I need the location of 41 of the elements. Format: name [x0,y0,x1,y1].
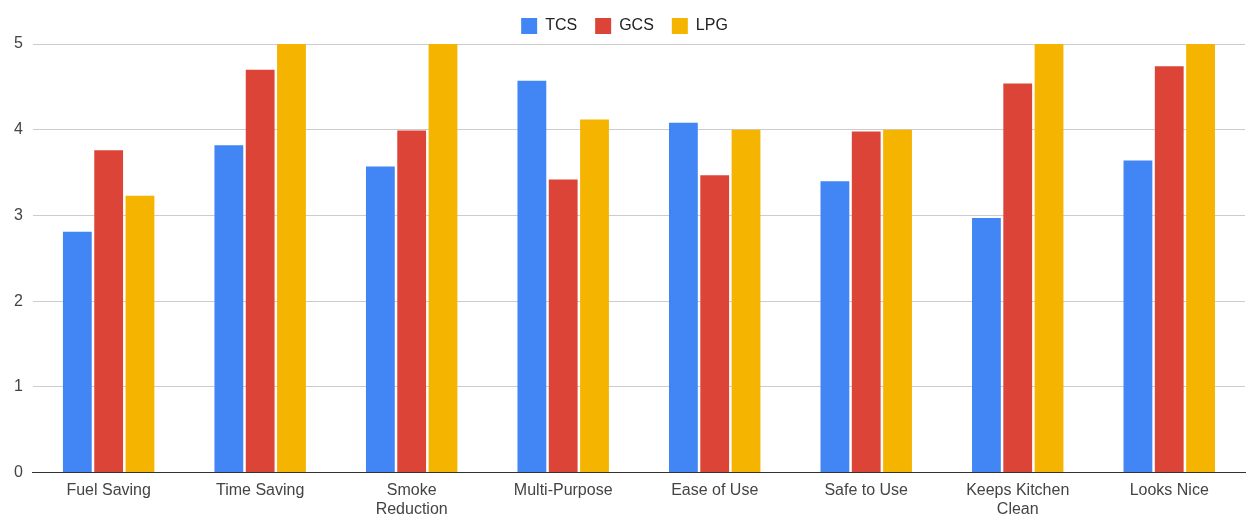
bar [517,80,547,473]
x-tick-label: Safe to Use [824,480,909,498]
bar [851,131,881,473]
legend-label: LPG [695,16,728,34]
x-tick-label: Fuel Saving [66,480,151,498]
bar [1003,83,1033,473]
bar [62,231,92,473]
bar [1154,66,1184,473]
y-tick-label: 4 [13,120,23,138]
bar [668,122,698,473]
bar [1186,44,1215,473]
bar [94,150,124,473]
bar [245,69,275,473]
y-tick-label: 0 [13,463,23,481]
x-tick-label: Smoke Reduction [375,480,448,517]
x-tick-label: Ease of Use [671,480,759,498]
bar [277,44,306,473]
bar [397,130,427,473]
bar [214,145,244,473]
bar [700,175,730,473]
bar [548,179,578,473]
bar [883,129,912,473]
bar [428,44,458,473]
bar [125,195,155,473]
bar [365,166,395,473]
bar [972,218,1001,473]
legend-label: TCS [545,16,578,34]
y-tick-label: 5 [13,34,23,52]
y-tick-label: 3 [13,205,23,223]
x-tick-label: Time Saving [216,480,305,498]
y-tick-label: 1 [13,377,23,395]
bar [1123,160,1153,473]
bar [731,129,761,473]
bar [1034,44,1064,473]
x-tick-label: Looks Nice [1129,480,1209,498]
x-tick-label: Keeps Kitchen Clean [966,480,1070,517]
y-tick-label: 2 [13,291,23,309]
bar [820,181,850,473]
x-tick-label: Multi-Purpose [513,480,613,498]
bar [580,119,609,473]
legend-label: GCS [619,16,654,34]
